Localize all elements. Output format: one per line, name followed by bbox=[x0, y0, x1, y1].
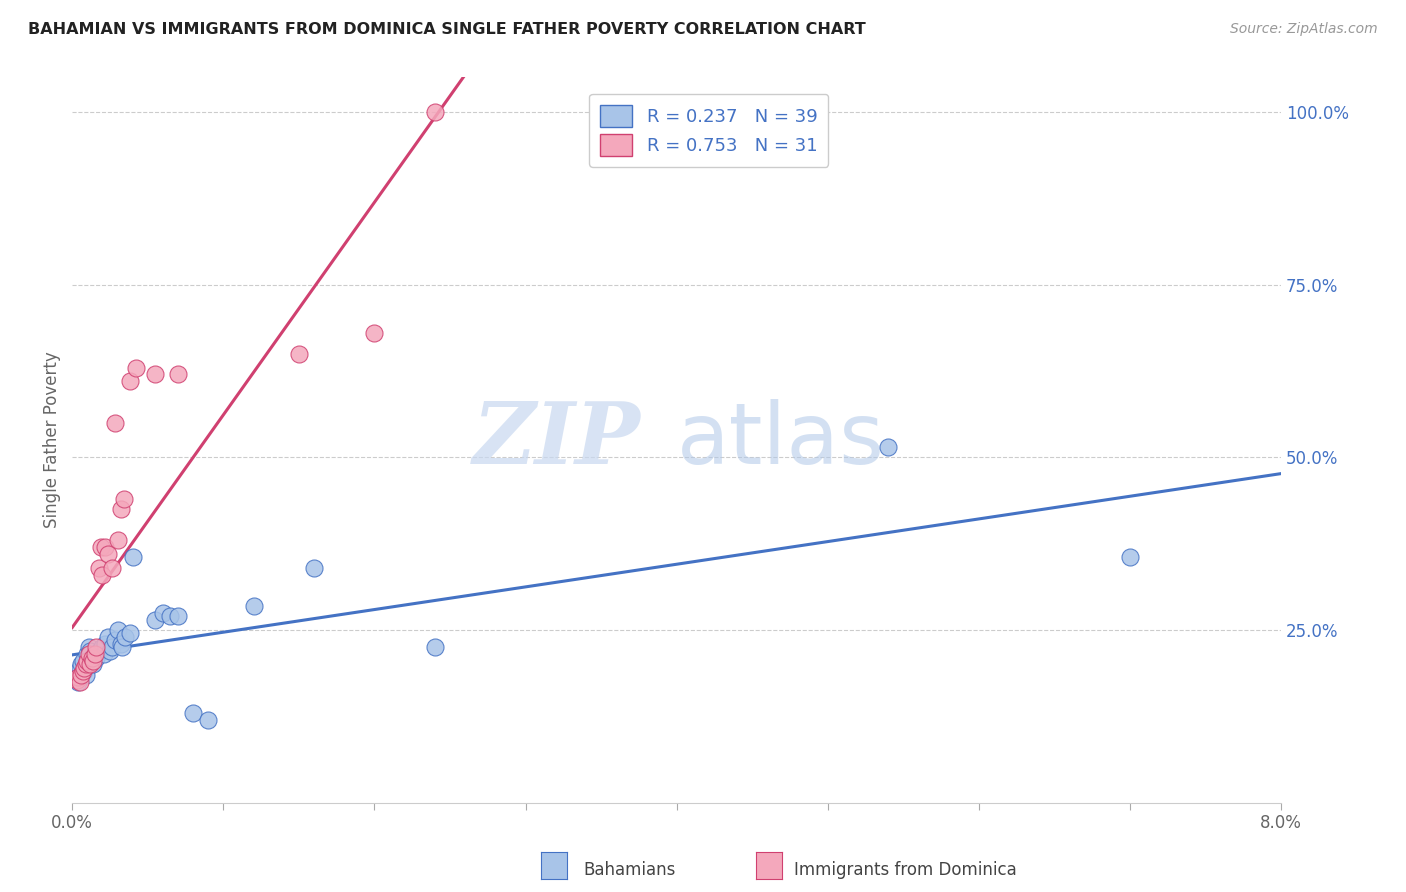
Point bbox=[100, 640, 122, 655]
Point bbox=[181, 706, 204, 720]
Text: BAHAMIAN VS IMMIGRANTS FROM DOMINICA SINGLE FATHER POVERTY CORRELATION CHART: BAHAMIAN VS IMMIGRANTS FROM DOMINICA SIN… bbox=[28, 22, 866, 37]
Point bbox=[423, 640, 446, 655]
Point bbox=[89, 561, 111, 575]
Point bbox=[82, 657, 104, 672]
Point bbox=[82, 654, 104, 668]
Point bbox=[73, 661, 96, 675]
Point bbox=[90, 540, 112, 554]
Point bbox=[80, 650, 103, 665]
Point bbox=[242, 599, 264, 613]
Point bbox=[89, 643, 111, 657]
Point bbox=[76, 647, 98, 661]
Point bbox=[76, 654, 98, 668]
Point bbox=[97, 547, 120, 561]
Point bbox=[363, 326, 385, 340]
Point bbox=[110, 502, 132, 516]
Point bbox=[79, 643, 101, 657]
Point bbox=[80, 650, 103, 665]
Text: Source: ZipAtlas.com: Source: ZipAtlas.com bbox=[1230, 22, 1378, 37]
Point bbox=[877, 440, 900, 454]
Point bbox=[67, 670, 90, 684]
Point bbox=[118, 374, 141, 388]
Point bbox=[86, 650, 108, 665]
Point bbox=[114, 630, 136, 644]
Point bbox=[107, 533, 129, 548]
Point bbox=[83, 647, 105, 661]
Point bbox=[86, 640, 108, 655]
Y-axis label: Single Father Poverty: Single Father Poverty bbox=[44, 351, 60, 528]
Point bbox=[69, 674, 91, 689]
Text: Bahamians: Bahamians bbox=[583, 861, 676, 879]
Point bbox=[72, 654, 94, 668]
Point bbox=[91, 640, 114, 655]
Point bbox=[72, 665, 94, 679]
Point bbox=[73, 665, 96, 679]
Point bbox=[83, 647, 105, 661]
Point bbox=[70, 668, 93, 682]
Point bbox=[91, 567, 114, 582]
Point bbox=[70, 657, 93, 672]
Point bbox=[100, 561, 122, 575]
Text: atlas: atlas bbox=[676, 399, 884, 482]
Point bbox=[110, 637, 132, 651]
Legend: R = 0.237   N = 39, R = 0.753   N = 31: R = 0.237 N = 39, R = 0.753 N = 31 bbox=[589, 94, 828, 167]
Point bbox=[143, 613, 166, 627]
Point bbox=[66, 671, 89, 685]
Point bbox=[423, 105, 446, 120]
Point bbox=[302, 561, 325, 575]
Point bbox=[69, 661, 91, 675]
Point bbox=[1119, 550, 1142, 565]
Point bbox=[94, 540, 117, 554]
Point bbox=[103, 633, 125, 648]
Point bbox=[197, 713, 219, 727]
Point bbox=[118, 626, 141, 640]
Point bbox=[112, 491, 135, 506]
Point bbox=[103, 416, 125, 430]
Point bbox=[79, 657, 101, 672]
Point bbox=[111, 640, 134, 655]
Point bbox=[77, 640, 100, 655]
Point bbox=[143, 368, 166, 382]
Point bbox=[159, 609, 181, 624]
Point bbox=[121, 550, 143, 565]
Point bbox=[288, 347, 311, 361]
Point bbox=[67, 674, 90, 689]
Point bbox=[75, 657, 97, 672]
Point bbox=[97, 630, 120, 644]
Point bbox=[152, 606, 174, 620]
Point bbox=[66, 673, 89, 687]
Point bbox=[75, 668, 97, 682]
Point bbox=[94, 637, 117, 651]
Point bbox=[77, 647, 100, 661]
Point bbox=[167, 609, 190, 624]
Point bbox=[107, 623, 129, 637]
Text: ZIP: ZIP bbox=[472, 398, 640, 482]
Point bbox=[125, 360, 148, 375]
Point bbox=[98, 643, 121, 657]
Point bbox=[167, 368, 190, 382]
Point bbox=[93, 647, 115, 661]
Text: Immigrants from Dominica: Immigrants from Dominica bbox=[794, 861, 1017, 879]
